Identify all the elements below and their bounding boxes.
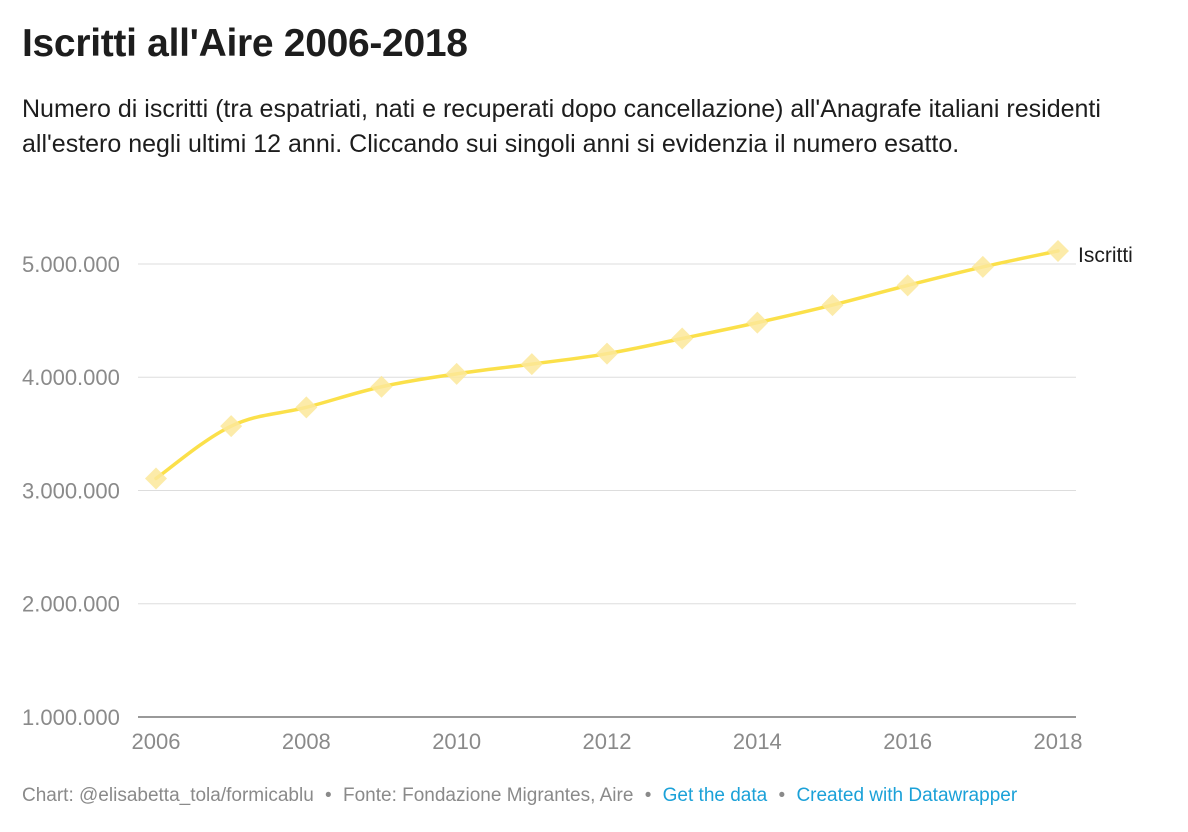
- data-point-marker[interactable]: [671, 327, 694, 350]
- data-point-marker[interactable]: [596, 342, 618, 365]
- footer-separator: •: [778, 785, 786, 806]
- series-line-iscritti: [154, 249, 1060, 481]
- y-tick-label: 3.000.000: [22, 478, 120, 503]
- data-source: Fonte: Fondazione Migrantes, Aire: [342, 785, 634, 806]
- series-label-layer: Iscritti: [1078, 244, 1133, 267]
- x-tick-label: 2016: [883, 729, 932, 754]
- data-point-marker[interactable]: [370, 375, 393, 398]
- chart-subtitle: Numero di iscritti (tra espatriati, nati…: [22, 95, 1101, 158]
- data-point-marker[interactable]: [145, 467, 167, 490]
- data-point-marker[interactable]: [821, 294, 844, 317]
- data-point-marker[interactable]: [896, 274, 919, 297]
- get-the-data-link[interactable]: Get the data: [662, 785, 768, 806]
- grid-layer: [138, 263, 1076, 718]
- x-tick-label: 2014: [733, 729, 782, 754]
- x-tick-label: 2018: [1034, 729, 1083, 754]
- data-point-marker[interactable]: [445, 362, 468, 385]
- data-point-marker[interactable]: [520, 353, 543, 376]
- data-point-marker[interactable]: [746, 311, 769, 334]
- series-label: Iscritti: [1078, 244, 1133, 267]
- created-with-datawrapper-link[interactable]: Created with Datawrapper: [796, 785, 1018, 806]
- chart-credit: Chart: @elisabetta_tola/formicablu: [22, 785, 314, 806]
- x-tick-label: 2012: [583, 729, 632, 754]
- chart-title: Iscritti all'Aire 2006-2018: [22, 22, 468, 65]
- x-tick-label: 2008: [282, 729, 331, 754]
- y-tick-label: 2.000.000: [22, 592, 120, 617]
- footer-separator: •: [644, 785, 652, 806]
- data-point-marker[interactable]: [1047, 239, 1069, 262]
- data-point-marker[interactable]: [220, 415, 243, 438]
- chart-footer: Chart: @elisabetta_tola/formicablu • Fon…: [22, 785, 1017, 807]
- y-tick-label: 5.000.000: [22, 252, 120, 277]
- y-tick-label: 4.000.000: [22, 365, 120, 390]
- y-axis-ticks: 1.000.000 2.000.000 3.000.000 4.000.000 5.00…: [22, 252, 120, 730]
- series-markers: [145, 239, 1069, 490]
- x-tick-label: 2006: [132, 729, 181, 754]
- y-tick-label: 1.000.000: [22, 705, 120, 730]
- series-line-layer: [154, 249, 1060, 481]
- data-point-marker[interactable]: [971, 255, 994, 278]
- data-point-marker[interactable]: [295, 396, 318, 419]
- x-tick-label: 2010: [432, 729, 481, 754]
- x-axis-ticks: 2006 2008 2010 2012 2014 2016 2018: [132, 729, 1083, 754]
- footer-separator: •: [325, 785, 332, 806]
